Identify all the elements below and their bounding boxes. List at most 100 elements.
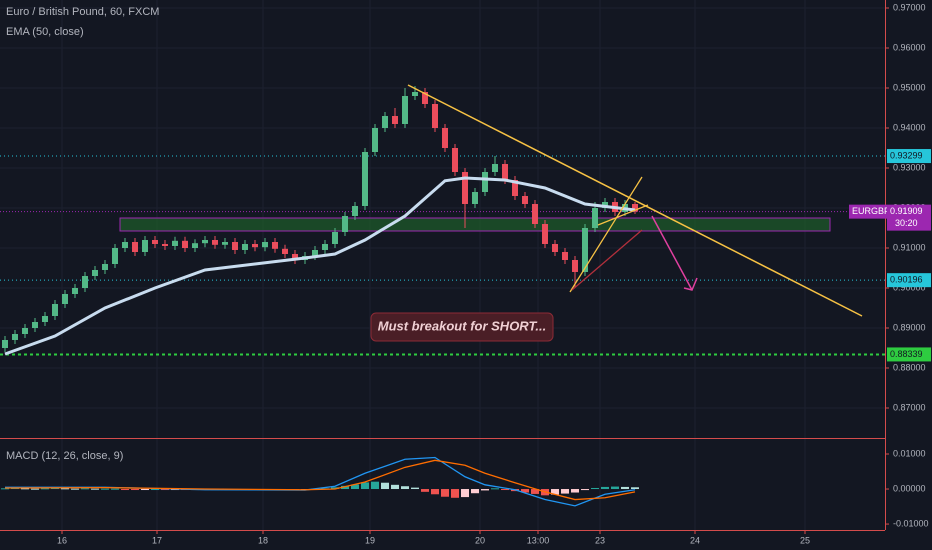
- drawings: Must breakout for SHORT...: [370, 84, 863, 342]
- candle-body: [392, 116, 398, 124]
- candle-body: [52, 304, 58, 316]
- macd-histogram-bar: [331, 487, 339, 490]
- macd-histogram-bar: [1, 488, 9, 490]
- macd-histogram-bar: [381, 482, 389, 490]
- candle-body: [312, 250, 318, 256]
- macd-histogram-bar: [531, 489, 539, 494]
- plot: [1, 86, 639, 507]
- candle-body: [202, 240, 208, 244]
- macd-histogram-bar: [51, 487, 59, 490]
- candle-body: [512, 180, 518, 196]
- x-tick-label: 13:00: [527, 535, 550, 545]
- candle-body: [272, 242, 278, 249]
- candle-body: [242, 244, 248, 250]
- macd-histogram-bar: [21, 488, 29, 490]
- macd-histogram-bar: [471, 489, 479, 494]
- y-tick-label: 0.90000: [893, 282, 926, 292]
- candle-body: [222, 242, 228, 245]
- y-tick-label: 0.93000: [893, 162, 926, 172]
- candle-body: [72, 288, 78, 294]
- level-label-box: [887, 273, 931, 288]
- candle-body: [592, 208, 598, 228]
- candle-body: [342, 216, 348, 232]
- level-label: 0.88339: [890, 349, 923, 359]
- candle-body: [482, 172, 488, 192]
- candle-body: [152, 240, 158, 244]
- macd-histogram-bar: [101, 488, 109, 490]
- candle-body: [632, 204, 638, 212]
- macd-histogram-bar: [621, 486, 629, 490]
- candle-body: [292, 254, 298, 260]
- candle-body: [82, 276, 88, 288]
- forecast-arrow: [651, 215, 693, 291]
- candle-body: [452, 148, 458, 172]
- candle-body: [412, 92, 418, 96]
- zones: [119, 217, 831, 232]
- macd-histogram-bar: [341, 485, 349, 490]
- candle-body: [322, 244, 328, 250]
- macd-histogram-bar: [611, 486, 619, 490]
- macd-histogram-bar: [441, 489, 449, 497]
- macd-histogram-bar: [421, 489, 429, 492]
- last-price-box: [887, 204, 931, 231]
- macd-histogram-bar: [571, 489, 579, 493]
- y-tick-label: 0.87000: [893, 402, 926, 412]
- macd-histogram-bar: [451, 489, 459, 498]
- macd-histogram-bar: [121, 489, 129, 491]
- macd-histogram-bar: [461, 489, 469, 498]
- candle-body: [282, 248, 288, 254]
- macd-histogram-bar: [151, 489, 159, 491]
- y-tick-label: 0.94000: [893, 122, 926, 132]
- candle-body: [572, 260, 578, 272]
- candle-body: [432, 104, 438, 128]
- candle-body: [472, 192, 478, 204]
- macd-histogram-bar: [631, 487, 639, 490]
- macd-histogram-bar: [31, 488, 39, 490]
- macd-y-tick-label: -0.01000: [893, 518, 929, 528]
- macd-histogram-bar: [141, 489, 149, 491]
- x-tick-label: 16: [57, 535, 67, 545]
- candle-body: [402, 96, 408, 124]
- candle-body: [162, 244, 168, 246]
- candle-body: [462, 172, 468, 204]
- x-tick-label: 19: [365, 535, 375, 545]
- macd-histogram-bar: [361, 482, 369, 490]
- candle-body: [372, 128, 378, 152]
- macd-histogram-bar: [591, 487, 599, 490]
- candle-body: [132, 242, 138, 252]
- candle-body: [22, 328, 28, 334]
- macd-histogram-bar: [521, 489, 529, 493]
- macd-histogram-bar: [371, 481, 379, 490]
- y-tick-label: 0.88000: [893, 362, 926, 372]
- candle-body: [262, 242, 268, 248]
- level-label: 0.90196: [890, 275, 923, 285]
- macd-y-tick-label: 0.00000: [893, 483, 926, 493]
- macd-histogram-bar: [131, 489, 139, 491]
- x-tick-label: 17: [152, 535, 162, 545]
- candle-body: [142, 240, 148, 252]
- candle-body: [422, 92, 428, 104]
- y-tick-label: 0.91000: [893, 242, 926, 252]
- macd-histogram-bar: [41, 488, 49, 490]
- trendline: [407, 84, 863, 317]
- candle-body: [352, 206, 358, 216]
- support-zone: [119, 217, 831, 232]
- pointer-line: [571, 229, 643, 291]
- candle-body: [12, 334, 18, 340]
- candle-body: [332, 232, 338, 244]
- ema-line: [4, 176, 636, 356]
- candle-body: [92, 270, 98, 276]
- macd-histogram-bar: [411, 487, 419, 490]
- level-label-box: [887, 149, 931, 164]
- macd-histogram-bar: [81, 488, 89, 490]
- x-tick-label: 20: [475, 535, 485, 545]
- countdown: 30:20: [895, 218, 918, 228]
- level-label: 0.93299: [890, 150, 923, 160]
- x-tick-label: 25: [800, 535, 810, 545]
- candle-body: [212, 240, 218, 245]
- macd-histogram-bar: [161, 489, 169, 491]
- macd-histogram-bar: [551, 489, 559, 495]
